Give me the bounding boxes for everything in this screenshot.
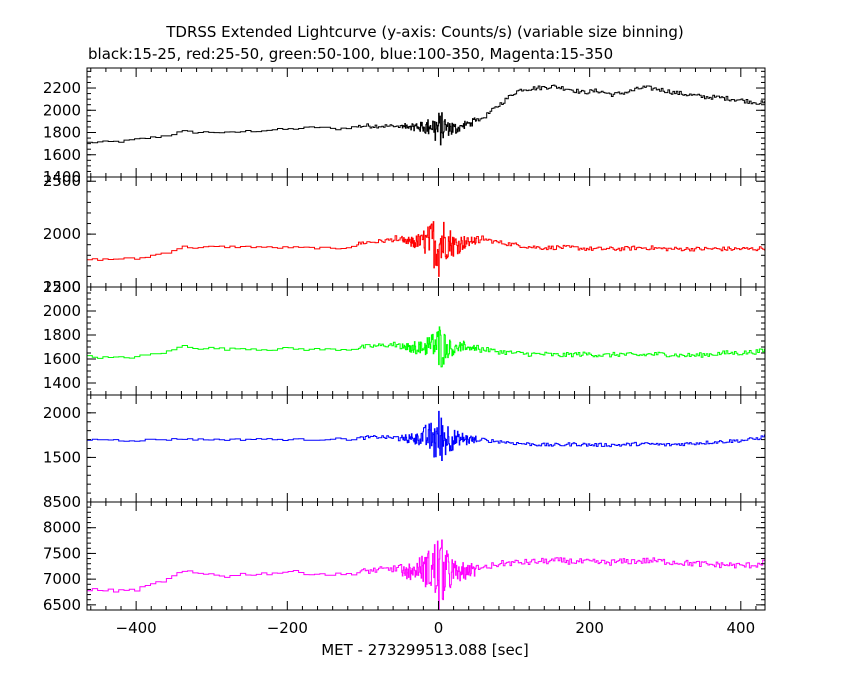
y-tick-label: 8500 xyxy=(43,493,81,511)
panel-50-100: 1400 1600 1800 2000 2200 xyxy=(43,278,766,396)
y-tick-label: 1800 xyxy=(43,124,81,142)
series-line-50-100 xyxy=(87,326,765,368)
x-axis-label: MET - 273299513.088 [sec] xyxy=(321,641,529,659)
y-tick-label: 2000 xyxy=(43,101,81,119)
y-tick-label: 2500 xyxy=(43,172,81,190)
x-tick-label: 200 xyxy=(575,619,604,637)
y-tick-label: 2000 xyxy=(43,302,81,320)
panel-15-350: 6500 7000 7500 8000 8500 xyxy=(43,493,766,614)
x-tick-label: 400 xyxy=(726,619,755,637)
x-axis: −400 −200 0 200 400 xyxy=(116,619,756,637)
x-tick-label: −400 xyxy=(116,619,157,637)
y-tick-label: 1500 xyxy=(43,448,81,466)
y-tick-label: 2000 xyxy=(43,225,81,243)
y-tick-label: 1400 xyxy=(43,168,81,186)
x-tick-label: −200 xyxy=(267,619,308,637)
y-tick-label: 2000 xyxy=(43,404,81,422)
y-tick-label: 1600 xyxy=(43,350,81,368)
series-line-25-50 xyxy=(87,221,765,277)
panel-15-25: 1400 1600 1800 2000 2200 xyxy=(43,67,766,186)
panels-group: 1400160018002000220015002000250014001600… xyxy=(43,67,766,614)
series-line-100-350 xyxy=(87,410,765,461)
series-line-15-350 xyxy=(87,539,765,610)
chart-subtitle: black:15-25, red:25-50, green:50-100, bl… xyxy=(88,45,613,63)
panel-frame xyxy=(86,286,766,396)
y-tick-label: 2200 xyxy=(43,278,81,296)
panel-frame xyxy=(86,501,766,611)
x-tick-label: 0 xyxy=(434,619,444,637)
y-tick-label: 1500 xyxy=(43,278,81,296)
panel-100-350: 1500 2000 xyxy=(43,394,766,503)
chart-title: TDRSS Extended Lightcurve (y-axis: Count… xyxy=(165,23,684,41)
panel-frame xyxy=(86,176,766,288)
y-tick-label: 1400 xyxy=(43,374,81,392)
y-tick-label: 2200 xyxy=(43,79,81,97)
y-tick-label: 6500 xyxy=(43,596,81,614)
y-tick-label: 8000 xyxy=(43,519,81,537)
y-tick-label: 1600 xyxy=(43,146,81,164)
y-tick-label: 7500 xyxy=(43,544,81,562)
panel-frame xyxy=(86,394,766,503)
y-tick-label: 1800 xyxy=(43,326,81,344)
y-tick-label: 7000 xyxy=(43,570,81,588)
panel-25-50: 1500 2000 2500 xyxy=(43,172,766,296)
series-line-15-25 xyxy=(87,84,765,146)
